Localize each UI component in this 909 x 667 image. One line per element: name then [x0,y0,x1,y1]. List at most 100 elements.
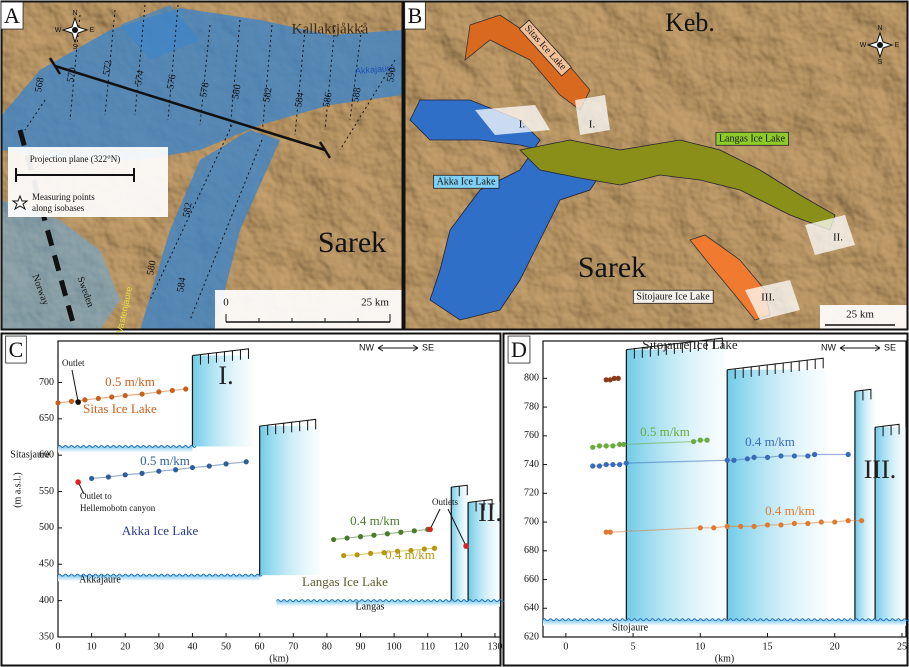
outlet-point [463,543,469,549]
y-axis-label: (m a.s.l.) [12,472,23,508]
data-point [751,524,756,529]
direction: SE [884,342,896,352]
outlet-point [75,479,81,485]
y-tick-label: 660 [524,574,539,585]
data-point [859,518,864,523]
x-tick-label: 30 [154,641,164,652]
outlet-point [427,527,433,533]
y-tick-label: 720 [524,488,539,499]
data-point [412,528,417,533]
slope-label: 0.5 m/km [140,453,190,468]
x-tick-label: 20 [830,641,840,652]
water-label: Sitojaure [612,622,649,633]
data-point [156,389,161,394]
data-point [139,471,144,476]
map-a [2,2,405,330]
panel-label: C [9,337,24,362]
label: 25 km [846,309,874,321]
data-point [368,551,373,556]
data-point [604,443,609,448]
data-point [207,463,212,468]
outlet-label: Outlets [432,497,458,507]
slope-label: 0.5 m/km [105,374,155,389]
y-tick-label: 550 [39,486,54,497]
x-tick-label: 0 [563,641,568,652]
data-point [832,519,837,524]
compass-letter: E [895,42,900,49]
direction: NW [359,342,374,352]
y-tick-label: 600 [39,449,54,460]
data-point [725,524,730,529]
data-point [344,535,349,540]
data-point [805,453,810,458]
data-point [385,531,390,536]
label: along isobases [32,203,85,213]
label: 25 km [361,297,389,309]
data-point [610,462,615,467]
data-point [805,521,810,526]
x-axis-label: (km) [715,653,734,664]
panel-label: B [408,3,423,28]
direction-arrow [378,345,418,351]
data-point [123,393,128,398]
data-point [597,443,602,448]
annotation: Langas Ice Lake [302,574,388,589]
outlet-point [75,399,81,405]
annotation: III. [864,455,896,484]
x-tick-label: 50 [221,641,231,652]
data-point [765,455,770,460]
y-tick-label: 350 [39,631,54,642]
data-point [109,394,114,399]
data-point [190,465,195,470]
data-point [621,442,626,447]
y-tick-label: 680 [524,545,539,556]
data-point [778,522,783,527]
label: Projection plane (322°N) [30,154,121,164]
data-point [590,463,595,468]
compass-letter: N [72,10,77,17]
y-tick-label: 400 [39,595,54,606]
data-point [698,438,703,443]
x-tick-label: 110 [420,641,435,652]
slope-label: 0.4 m/km [765,503,815,518]
data-point [610,443,615,448]
label: 0 [223,297,229,309]
slope-label: 0.5 m/km [640,424,690,439]
data-point [725,458,730,463]
data-point [106,474,111,479]
data-point [223,461,228,466]
outlet-label: Hellemobotn canyon [80,503,156,513]
data-point [341,553,346,558]
y-tick-label: 620 [524,631,539,642]
compass-letter: N [877,25,882,32]
data-point [139,391,144,396]
data-point [616,376,621,381]
label: Measuring points [32,192,95,202]
x-axis-label: (km) [269,653,288,664]
data-point [711,525,716,530]
ice-front [260,426,321,575]
y-tick-label: 740 [524,459,539,470]
slope-label: 0.4 m/km [385,547,435,562]
direction-arrow [840,345,880,351]
compass-letter: W [860,42,867,49]
outlet-arrow [430,509,440,529]
x-tick-label: 90 [356,641,366,652]
data-point [731,458,736,463]
label: Langas Ice Lake [719,133,786,144]
data-point [846,452,851,457]
y-tick-label: 450 [39,559,54,570]
annotation: I. [218,361,233,390]
y-tick-label: 800 [524,373,539,384]
annotation: II. [478,498,502,527]
y-tick-label: 650 [39,413,54,424]
x-tick-label: 20 [120,641,130,652]
data-point [371,533,376,538]
direction: SE [422,342,434,352]
ice-front [855,391,875,619]
data-point [604,462,609,467]
panel-label: A [4,3,20,28]
data-point [608,530,613,535]
data-point [765,522,770,527]
ice-front [626,350,726,620]
